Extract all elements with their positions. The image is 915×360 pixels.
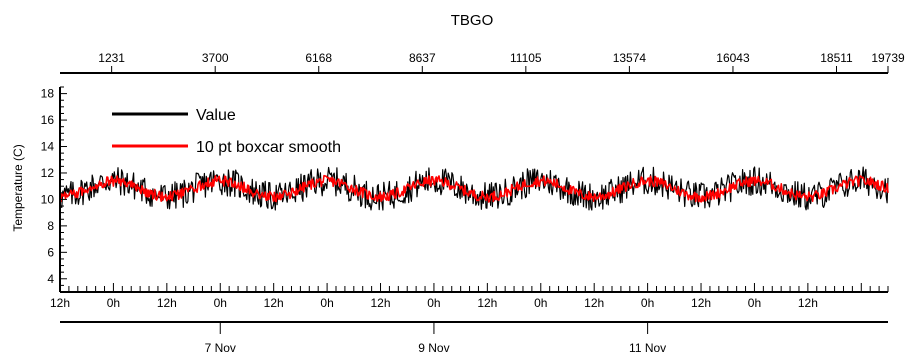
time-tick-label: 0h — [320, 296, 333, 310]
top-tick-label: 8637 — [409, 51, 436, 65]
top-tick-label: 11105 — [510, 51, 542, 65]
time-tick-label: 0h — [107, 296, 120, 310]
y-tick-label: 8 — [47, 219, 54, 233]
top-tick-label: 13574 — [613, 51, 647, 65]
legend-label-value: Value — [196, 107, 236, 124]
time-tick-label: 12h — [157, 296, 177, 310]
top-axis: 1231 3700 6168 8637 11105 13574 16043 18511 1973… — [60, 51, 905, 74]
time-tick-label: 0h — [214, 296, 227, 310]
date-tick-label: 11 Nov — [629, 341, 666, 355]
time-tick-label: 12h — [584, 296, 604, 310]
time-tick-label: 0h — [641, 296, 654, 310]
chart-title: TBGO — [451, 12, 494, 29]
y-tick-label: 10 — [41, 192, 55, 206]
time-tick-label: 12h — [798, 296, 818, 310]
time-axis: 12h 0h 12h 0h 12h 0h 12h 0h 12h 0h 12h 0h 12h 0h 12h — [50, 283, 889, 310]
time-tick-label: 12h — [264, 296, 284, 310]
time-tick-label: 12h — [477, 296, 497, 310]
legend-label-smooth: 10 pt boxcar smooth — [196, 139, 341, 156]
time-tick-label: 0h — [748, 296, 761, 310]
y-tick-label: 14 — [41, 140, 55, 154]
y-tick-label: 16 — [41, 113, 55, 127]
top-tick-label: 3700 — [202, 51, 229, 65]
y-axis: 4 6 8 10 12 14 16 18 — [41, 86, 67, 292]
series-line-smooth — [59, 174, 889, 203]
time-tick-label: 12h — [371, 296, 391, 310]
time-tick-label: 0h — [534, 296, 547, 310]
time-tick-label: 12h — [691, 296, 711, 310]
series-layer — [59, 166, 889, 211]
y-axis-label: Temperature (C) — [11, 144, 25, 231]
top-tick-label: 6168 — [305, 51, 332, 65]
date-tick-label: 7 Nov — [205, 341, 236, 355]
top-tick-label: 18511 — [820, 51, 853, 65]
time-tick-label: 12h — [50, 296, 70, 310]
top-tick-label: 19739 — [871, 51, 905, 65]
date-axis: 7 Nov 9 Nov 11 Nov — [60, 321, 888, 355]
top-tick-label: 16043 — [716, 51, 750, 65]
top-tick-label: 1231 — [98, 51, 125, 65]
legend: Value 10 pt boxcar smooth — [112, 107, 341, 156]
y-tick-label: 18 — [41, 87, 55, 101]
time-tick-label: 0h — [427, 296, 440, 310]
y-tick-label: 4 — [47, 272, 54, 286]
y-tick-label: 6 — [47, 245, 54, 259]
y-tick-label: 12 — [41, 166, 55, 180]
date-tick-label: 9 Nov — [418, 341, 449, 355]
